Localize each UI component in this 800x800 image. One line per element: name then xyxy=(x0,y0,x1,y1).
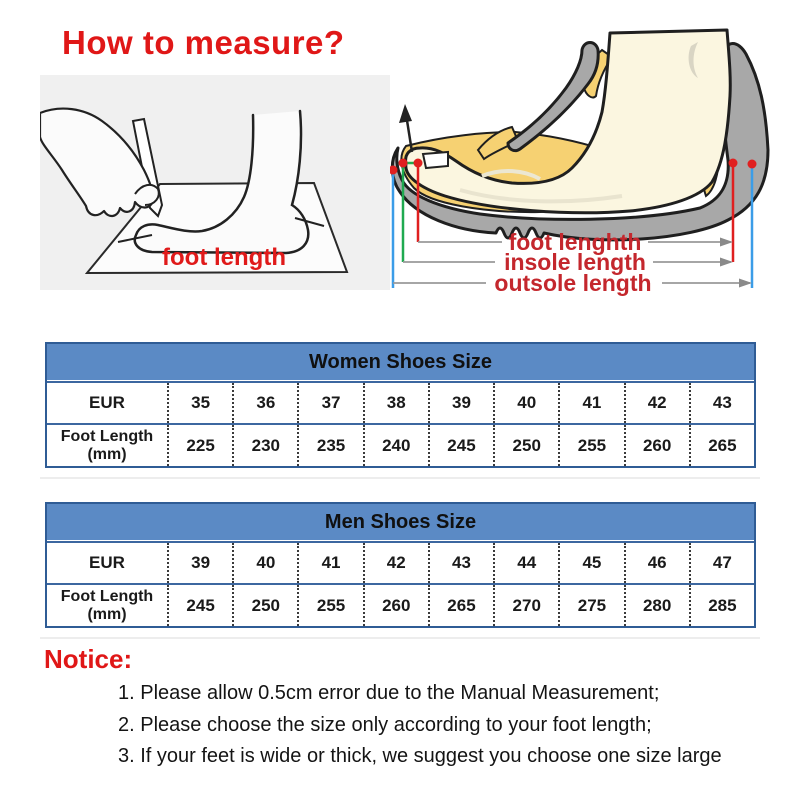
men-footlength-row: Foot Length (mm) 245 250 255 260 265 270… xyxy=(47,583,754,626)
page-title: How to measure? xyxy=(62,24,345,61)
length-cell: 230 xyxy=(232,425,297,466)
size-cell: 36 xyxy=(232,383,297,423)
notice-list: 1. Please allow 0.5cm error due to the M… xyxy=(118,678,722,773)
size-cell: 39 xyxy=(167,543,232,583)
size-cell: 44 xyxy=(493,543,558,583)
notice-item: 1. Please allow 0.5cm error due to the M… xyxy=(118,682,660,704)
notice-item: 2. Please choose the size only according… xyxy=(118,713,652,736)
row-label: EUR xyxy=(89,393,125,412)
size-cell: 35 xyxy=(167,383,232,423)
size-cell: 42 xyxy=(623,383,689,423)
men-size-table: Men Shoes Size EUR 39 40 41 42 43 44 45 … xyxy=(45,502,756,628)
outsole-length-label: outsole length xyxy=(494,270,651,296)
row-label-line1: Foot Length xyxy=(60,587,154,605)
length-cell: 250 xyxy=(493,425,558,466)
row-label: Foot Length (mm) xyxy=(47,585,167,626)
women-table-title: Women Shoes Size xyxy=(47,344,754,381)
size-cell: 46 xyxy=(623,543,689,583)
length-cell: 245 xyxy=(167,585,232,626)
notice-item: 3. If your feet is wide or thick, we sug… xyxy=(118,745,722,767)
women-eur-row: EUR 35 36 37 38 39 40 41 42 43 xyxy=(47,381,754,423)
size-cell: 47 xyxy=(688,543,754,583)
insole-length-label: insole length xyxy=(504,249,646,275)
length-cell: 255 xyxy=(297,585,362,626)
length-cell: 265 xyxy=(427,585,493,626)
size-cell: 40 xyxy=(232,543,297,583)
women-size-table: Women Shoes Size EUR 35 36 37 38 39 40 4… xyxy=(45,342,756,468)
row-label: Foot Length (mm) xyxy=(47,425,167,466)
size-cell: 37 xyxy=(297,383,362,423)
men-eur-row: EUR 39 40 41 42 43 44 45 46 47 xyxy=(47,541,754,583)
length-cell: 280 xyxy=(623,585,689,626)
length-cell: 285 xyxy=(688,585,754,626)
length-cell: 260 xyxy=(623,425,689,466)
divider xyxy=(40,477,760,479)
size-cell: 41 xyxy=(558,383,623,423)
length-cell: 255 xyxy=(558,425,623,466)
row-label-line2: (mm) xyxy=(87,445,127,463)
women-footlength-row: Foot Length (mm) 225 230 235 240 245 250… xyxy=(47,423,754,466)
men-table-title: Men Shoes Size xyxy=(47,504,754,541)
foot-measuring-illustration: foot length xyxy=(40,75,390,290)
foot-tracing-drawing-icon: foot length xyxy=(40,107,349,275)
length-cell: 240 xyxy=(362,425,428,466)
divider xyxy=(40,637,760,639)
shoe-diagram-icon: foot lenghth insole length outsole lengt… xyxy=(388,28,770,296)
length-cell: 265 xyxy=(688,425,754,466)
length-cell: 245 xyxy=(427,425,493,466)
shoe-cross-section-diagram: foot lenghth insole length outsole lengt… xyxy=(388,0,800,300)
foot-length-label: foot lenghth xyxy=(509,229,642,255)
size-cell: 38 xyxy=(362,383,428,423)
length-cell: 275 xyxy=(558,585,623,626)
size-cell: 45 xyxy=(558,543,623,583)
size-cell: 39 xyxy=(427,383,493,423)
row-label-line2: (mm) xyxy=(87,605,127,623)
notice-title: Notice: xyxy=(44,644,133,674)
size-cell: 42 xyxy=(362,543,428,583)
row-label: EUR xyxy=(89,553,125,572)
size-cell: 43 xyxy=(427,543,493,583)
length-cell: 250 xyxy=(232,585,297,626)
size-cell: 41 xyxy=(297,543,362,583)
size-cell: 40 xyxy=(493,383,558,423)
row-label-line1: Foot Length xyxy=(60,427,154,445)
length-cell: 260 xyxy=(362,585,428,626)
length-cell: 225 xyxy=(167,425,232,466)
foot-length-caption: foot length xyxy=(162,244,286,271)
size-cell: 43 xyxy=(688,383,754,423)
length-cell: 235 xyxy=(297,425,362,466)
length-cell: 270 xyxy=(493,585,558,626)
